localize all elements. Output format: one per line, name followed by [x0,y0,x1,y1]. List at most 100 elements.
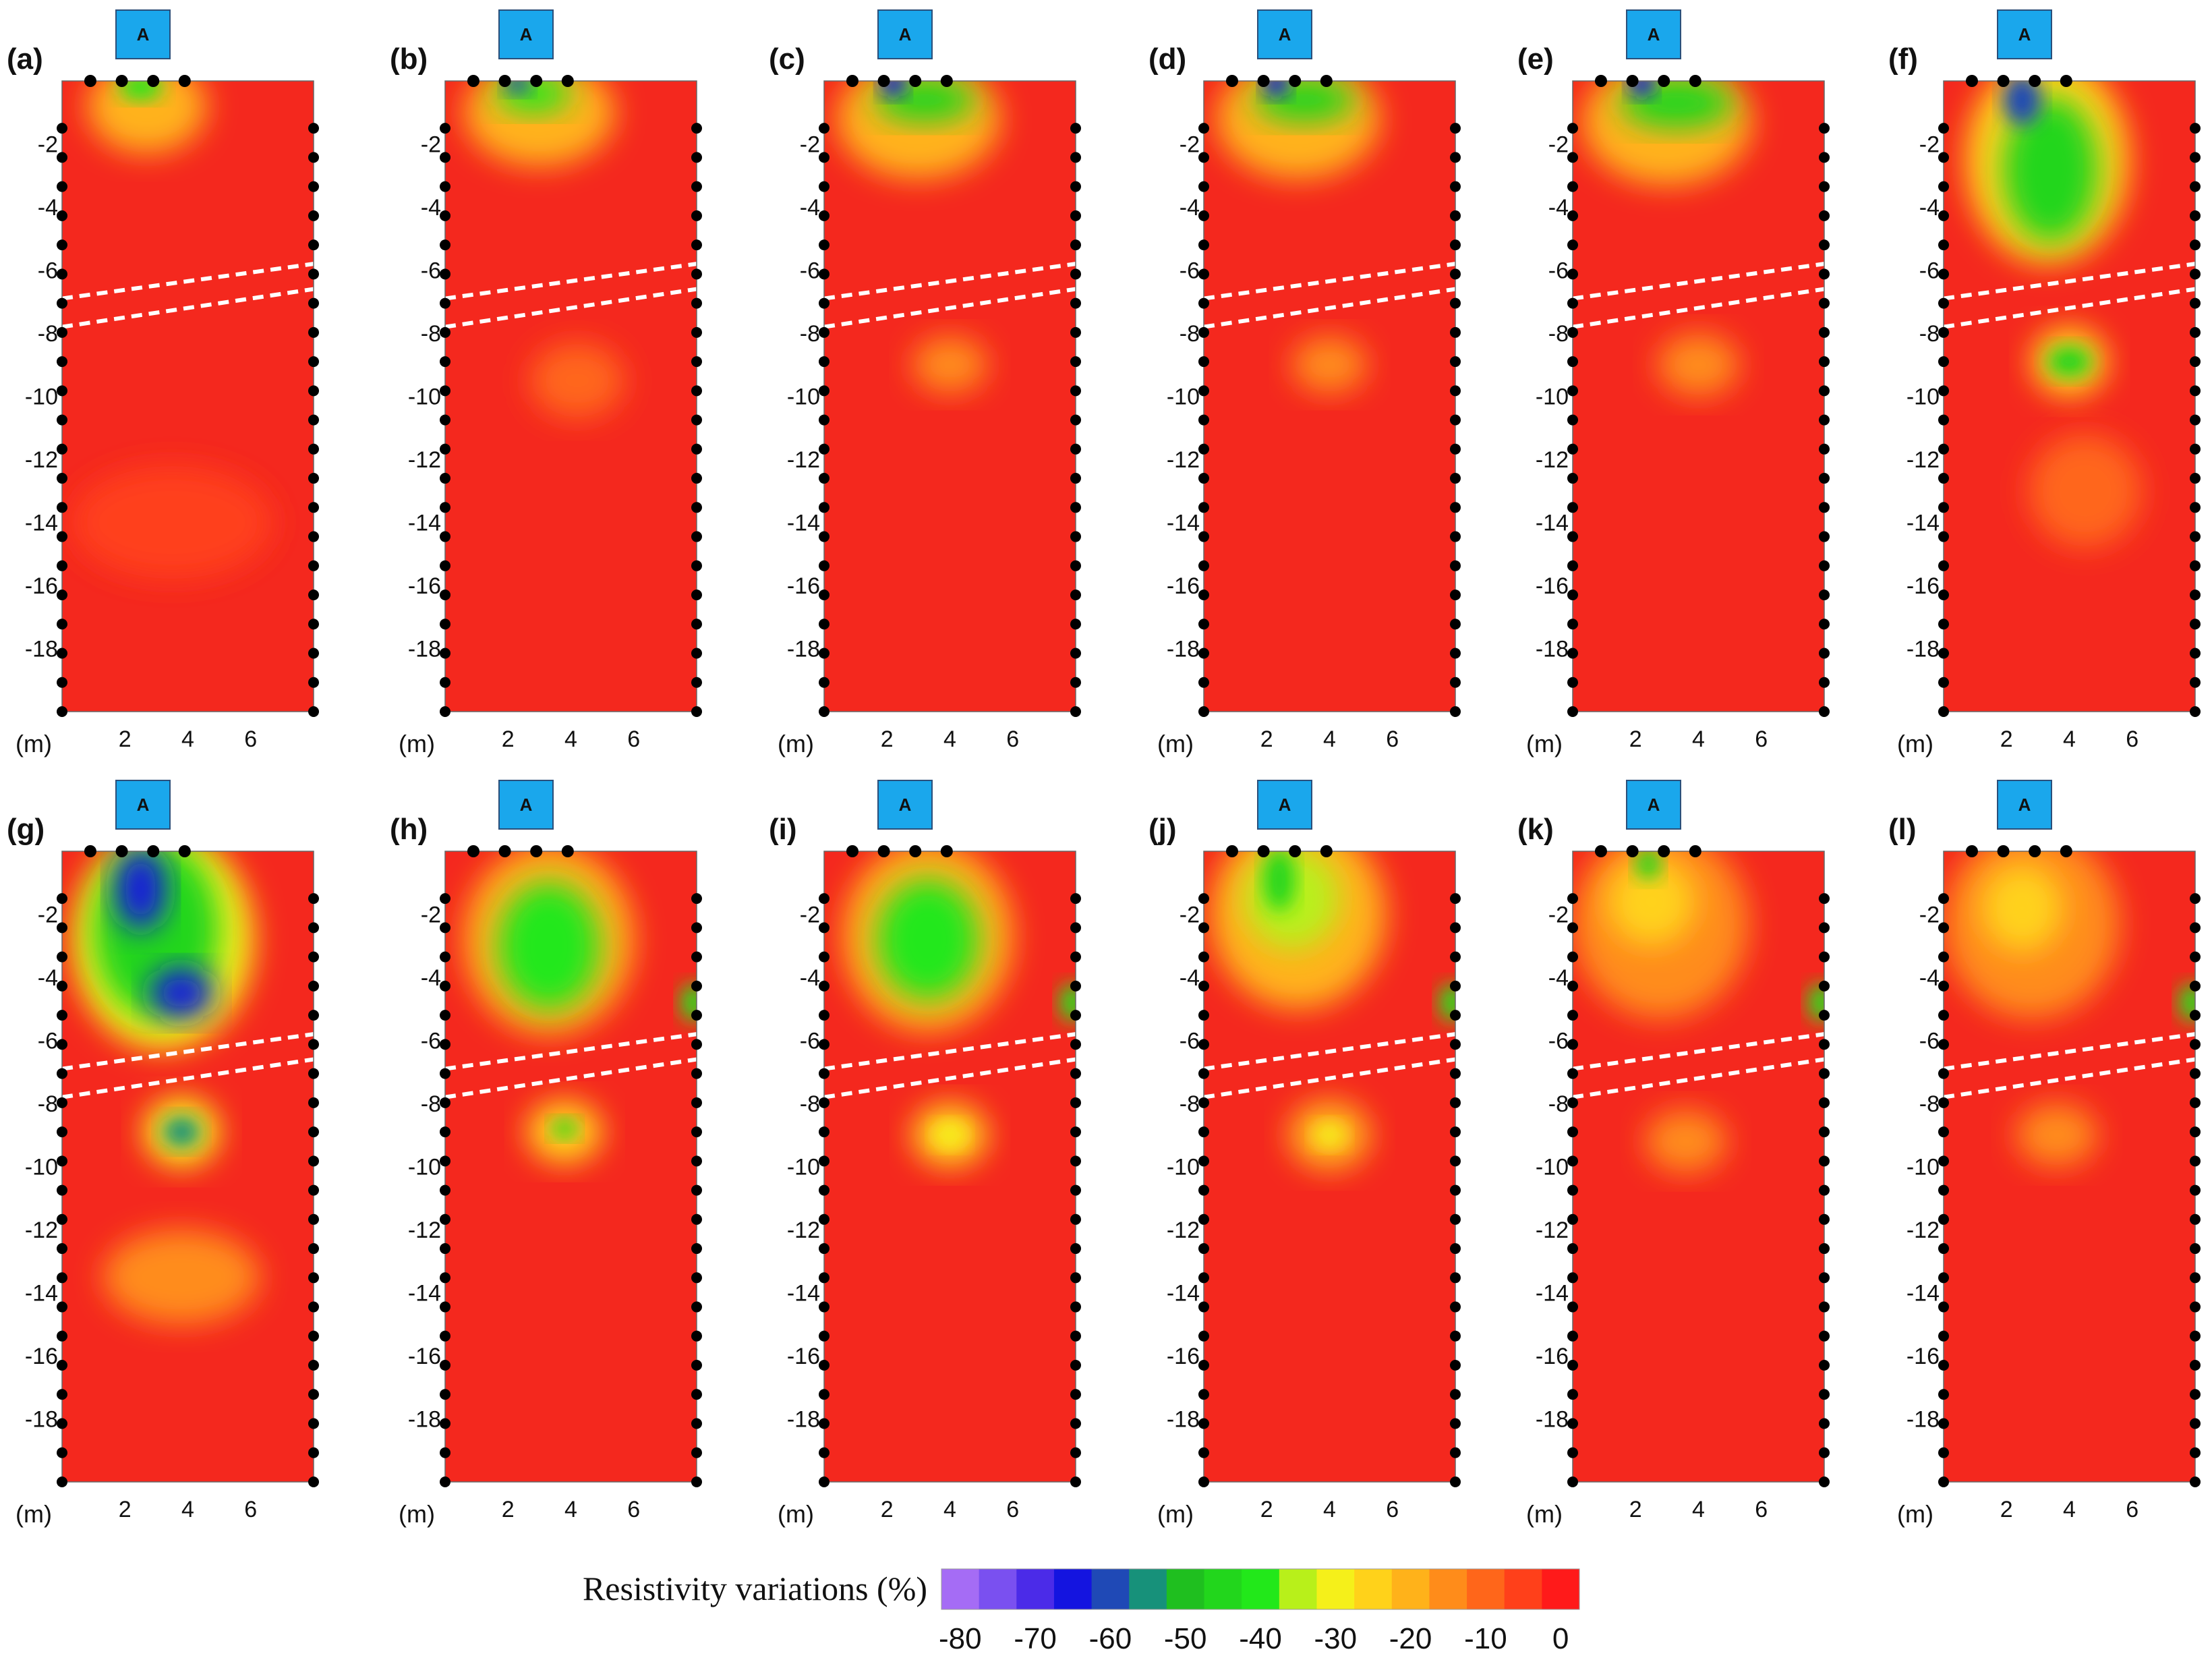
electrode [57,1301,67,1313]
y-tick-label: -16 [1536,573,1569,599]
y-tick-label: -14 [25,511,58,536]
colorbar-swatch [1053,1569,1093,1609]
electrode [1070,648,1081,659]
electrode [440,1010,450,1021]
y-tick-label: -12 [1907,1217,1940,1243]
electrode [440,531,450,542]
electrode [2190,181,2201,192]
panel-label: (i) [769,813,797,846]
electrode [2190,356,2201,368]
electrode [1938,531,1949,542]
injection-marker-label: A [899,24,912,45]
electrode [1450,1039,1461,1050]
electrode [819,326,830,338]
electrode [440,152,450,163]
electrode [57,1184,67,1196]
electrode [1450,560,1461,571]
anomaly-blob [504,81,530,94]
y-tick-label: -16 [1167,573,1200,599]
y-tick-label: -8 [421,1091,441,1117]
electrode [1070,619,1081,630]
electrode [819,473,830,484]
surface-electrode [178,845,191,857]
electrode [57,706,67,717]
surface-electrode [1320,75,1333,87]
electrode [1070,1447,1081,1458]
electrode [1198,1010,1209,1021]
electrode [1198,619,1209,630]
electrode [819,951,830,963]
electrode [2190,1272,2201,1284]
electrode [440,473,450,484]
y-tick-label: -4 [421,195,441,221]
electrode [308,1301,319,1313]
colorbar-tick-label: -50 [1164,1622,1207,1655]
electrode [440,1330,450,1342]
electrode [1819,1447,1830,1458]
electrode [1450,1477,1461,1487]
electrode [819,706,830,717]
electrode [57,1477,67,1487]
anomaly-blob [115,851,166,930]
electrode [2190,502,2201,513]
electrode [1450,648,1461,659]
y-tick-label: -4 [1548,195,1569,221]
anomaly-blob [1263,81,1289,97]
fracture-line [1203,1057,1456,1099]
electrode [1450,1301,1461,1313]
electrode [57,590,67,601]
electrode [57,1097,67,1108]
electrode [440,922,450,934]
x-tick-label: 6 [2126,1497,2138,1522]
electrode [1198,1477,1209,1487]
electrode [1938,1097,1949,1108]
y-tick-label: -8 [1919,1091,1940,1117]
electrode [1070,1213,1081,1225]
surface-electrode [1594,75,1607,87]
surface-electrode [2029,845,2041,857]
surface-electrode [2029,75,2041,87]
electrode [1819,1126,1830,1138]
electrode [1198,951,1209,963]
fracture-line [444,262,697,301]
colorbar-swatch [1016,1569,1055,1609]
y-tick-label: -10 [25,1155,58,1180]
electrode [308,677,319,688]
electrode [819,1155,830,1167]
colorbar-tick-label: -30 [1314,1622,1357,1655]
y-tick-label: -14 [787,1281,820,1307]
electrode [1450,1126,1461,1138]
electrode [819,502,830,513]
electrode [1567,181,1578,192]
panel-f: A (f) -2 -4 -6 -8 -10 -12 -14 -16 -18 2 4 6 (m) [1888,9,2201,757]
electrode [440,1068,450,1079]
electrode [1198,1330,1209,1342]
electrode [1198,356,1209,368]
electrode [2190,1477,2201,1487]
electrode [308,123,319,134]
panels-layer: A (a) -2 -4 -6 -8 -10 -12 -14 -16 -18 2 4 6 (m) A (b) -2 -… [7,9,2201,1528]
electrode [691,1418,702,1429]
y-tick-label: -18 [25,1407,58,1433]
fracture-line [1572,1032,1825,1071]
electrode [1567,1272,1578,1284]
y-tick-label: -16 [1907,1344,1940,1369]
electrode [1567,326,1578,338]
surface-electrode [1225,75,1238,87]
electrode [57,356,67,368]
electrode [1819,922,1830,934]
y-tick-label: -4 [800,965,820,991]
electrode [57,1360,67,1371]
electrode [1070,1330,1081,1342]
contour-field [1204,851,1455,1482]
electrode [57,1068,67,1079]
electrode [1198,502,1209,513]
electrode [1938,152,1949,163]
electrode [308,1155,319,1167]
anomaly-blob [552,1119,577,1139]
electrode [819,1360,830,1371]
electrode [440,1418,450,1429]
fracture-line [1943,262,2196,301]
electrode [1819,1010,1830,1021]
y-tick-label: -18 [1907,1407,1940,1433]
